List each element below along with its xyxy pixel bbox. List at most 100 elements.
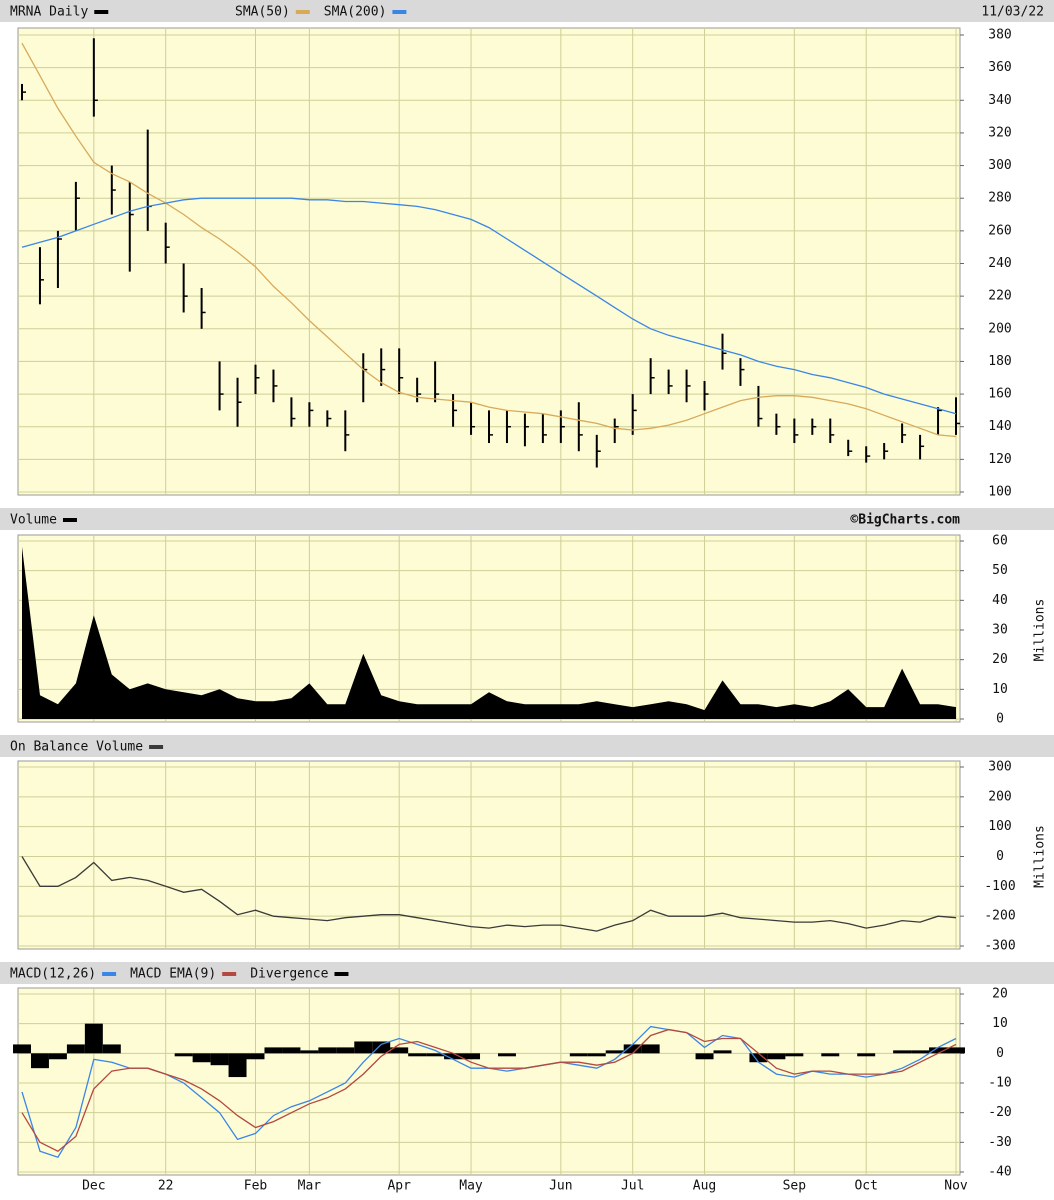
legend-label: MACD EMA(9) [130, 967, 216, 982]
y-tick-label: 180 [988, 354, 1011, 369]
legend-swatch [102, 972, 117, 976]
y-axis-label: Millions [1033, 825, 1048, 888]
y-tick-label: 140 [988, 419, 1011, 434]
x-tick-label: Oct [854, 1179, 877, 1194]
date-label: 11/03/22 [981, 5, 1044, 20]
y-tick-label: 30 [992, 623, 1008, 638]
y-tick-label: 20 [992, 987, 1008, 1002]
divergence-bar [48, 1053, 67, 1060]
line-series [21, 197, 957, 415]
x-tick-label: May [459, 1179, 483, 1194]
divergence-bar [30, 1053, 49, 1069]
divergence-bar [318, 1047, 337, 1054]
y-tick-label: 300 [988, 158, 1011, 173]
divergence-bar [821, 1053, 840, 1057]
divergence-bar [605, 1050, 624, 1054]
line-series [21, 42, 957, 438]
divergence-bar [282, 1047, 301, 1054]
y-tick-label: 40 [992, 593, 1008, 608]
legend-label: Volume [10, 513, 57, 528]
y-tick-label: 280 [988, 191, 1011, 206]
legend-label: SMA(50) [235, 5, 290, 20]
x-tick-label: Jun [549, 1179, 572, 1194]
divergence-bar [102, 1044, 121, 1054]
divergence-bar [66, 1044, 85, 1054]
divergence-bar [857, 1053, 876, 1057]
legend-swatch [334, 972, 349, 976]
y-tick-label: 10 [992, 682, 1008, 697]
x-tick-label: 22 [158, 1179, 174, 1194]
legend-swatch [62, 518, 77, 522]
divergence-bar [569, 1053, 588, 1057]
legend-swatch [392, 10, 407, 14]
divergence-bar [929, 1047, 948, 1054]
y-tick-label: 10 [992, 1016, 1008, 1031]
y-axis-label: Millions [1033, 599, 1048, 662]
y-tick-label: 200 [988, 321, 1011, 336]
y-tick-label: 300 [988, 760, 1011, 775]
y-tick-label: -30 [988, 1135, 1011, 1150]
divergence-bar [174, 1053, 193, 1057]
divergence-bar [749, 1053, 768, 1063]
line-series [21, 1028, 957, 1152]
divergence-bar [426, 1053, 445, 1057]
volume-area [22, 546, 956, 719]
divergence-bar [354, 1041, 373, 1054]
panel-header [0, 962, 1054, 984]
divergence-bar [911, 1050, 930, 1054]
divergence-bar [767, 1053, 786, 1060]
legend-label: SMA(200) [324, 5, 387, 20]
divergence-bar [13, 1044, 31, 1054]
divergence-bar [246, 1053, 265, 1060]
y-tick-label: 60 [992, 534, 1008, 549]
divergence-bar [408, 1053, 427, 1057]
y-tick-label: 0 [996, 849, 1004, 864]
panel-header [0, 508, 1054, 530]
divergence-bar [300, 1050, 319, 1054]
divergence-bar [641, 1044, 660, 1054]
divergence-bar [462, 1053, 481, 1060]
x-tick-label: Apr [387, 1179, 411, 1194]
legend-swatch [295, 10, 310, 14]
x-tick-label: Jul [621, 1179, 644, 1194]
divergence-bar [587, 1053, 606, 1057]
x-tick-label: Sep [783, 1179, 807, 1194]
y-tick-label: 360 [988, 60, 1011, 75]
legend-label: MRNA Daily [10, 5, 88, 20]
y-tick-label: 50 [992, 563, 1008, 578]
divergence-bar [390, 1047, 409, 1054]
plot-area [17, 987, 961, 1176]
divergence-bar [210, 1053, 229, 1066]
y-tick-label: 120 [988, 452, 1011, 467]
y-tick-label: 200 [988, 789, 1011, 804]
x-tick-label: Nov [944, 1179, 968, 1194]
divergence-bar [228, 1053, 247, 1078]
y-tick-label: 0 [996, 1046, 1004, 1061]
x-tick-label: Aug [693, 1179, 716, 1194]
legend-label: Divergence [250, 967, 328, 982]
y-tick-label: -40 [988, 1165, 1011, 1180]
y-tick-label: 160 [988, 387, 1011, 402]
y-tick-label: -200 [984, 909, 1015, 924]
y-tick-label: 0 [996, 712, 1004, 727]
divergence-bar [192, 1053, 211, 1063]
divergence-bar [623, 1044, 642, 1054]
divergence-bar [497, 1053, 516, 1057]
y-tick-label: 100 [988, 819, 1011, 834]
divergence-bar [444, 1053, 463, 1060]
y-tick-label: 340 [988, 93, 1011, 108]
divergence-bar [264, 1047, 283, 1054]
y-tick-label: 320 [988, 125, 1011, 140]
divergence-bar [785, 1053, 804, 1057]
y-tick-label: -300 [984, 939, 1015, 954]
divergence-bar [372, 1041, 391, 1054]
legend-swatch [149, 745, 164, 749]
y-tick-label: 260 [988, 223, 1011, 238]
legend-swatch [222, 972, 237, 976]
plot-area [17, 534, 961, 723]
y-tick-label: 220 [988, 289, 1011, 304]
legend-label: MACD(12,26) [10, 967, 96, 982]
y-tick-label: 100 [988, 485, 1011, 500]
